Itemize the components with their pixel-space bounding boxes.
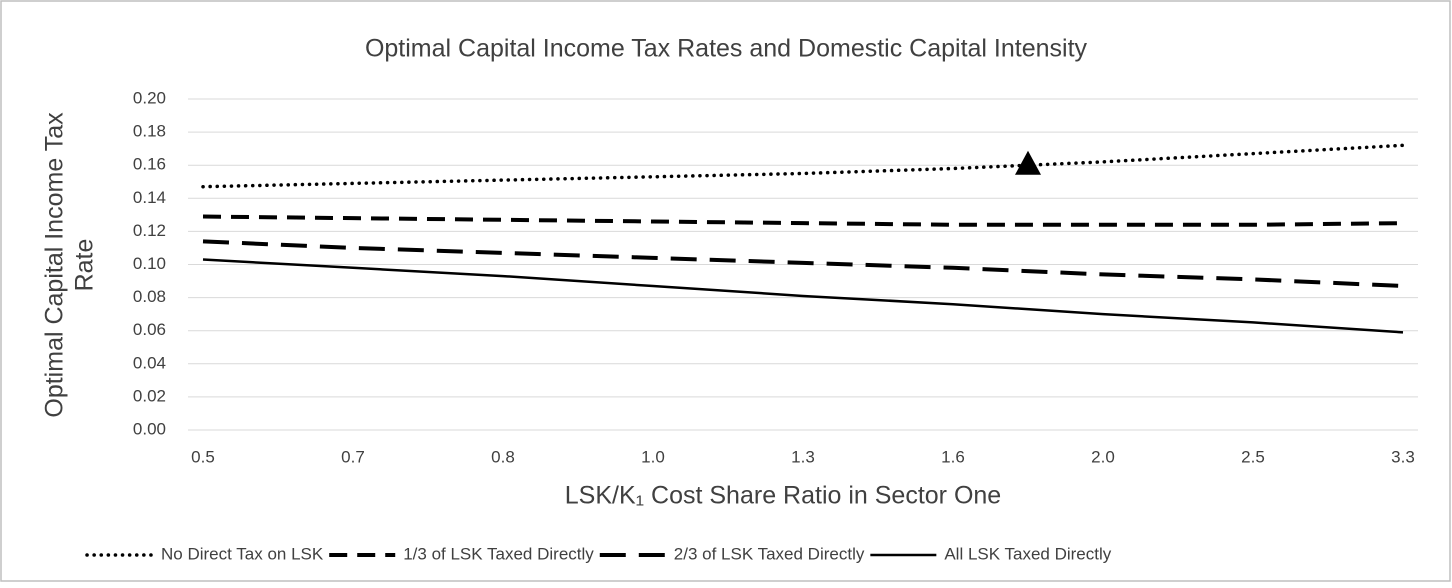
y-tick-label: 0.06 (133, 320, 166, 339)
x-tick-label: 3.3 (1391, 447, 1415, 466)
line-series (201, 143, 1405, 189)
line-series (202, 239, 1404, 289)
x-tick-label: 1.3 (791, 447, 815, 466)
x-tick-label: 1.0 (641, 447, 665, 466)
x-tick-label: 2.0 (1091, 447, 1115, 466)
line-series (202, 214, 1404, 227)
y-tick-label: 0.16 (133, 155, 166, 174)
y-axis-label-line: Rate (71, 239, 99, 292)
x-axis-label: LSK/K₁ Cost Share Ratio in Sector One (565, 482, 1001, 510)
y-tick-label: 0.20 (133, 88, 166, 107)
y-tick-label: 0.18 (133, 122, 166, 141)
x-tick-label: 2.5 (1241, 447, 1265, 466)
y-tick-label: 0.08 (133, 287, 166, 306)
x-tick-label: 0.7 (341, 447, 365, 466)
x-tick-label: 1.6 (941, 447, 965, 466)
chart-title: Optimal Capital Income Tax Rates and Dom… (365, 35, 1088, 63)
y-tick-label: 0.10 (133, 254, 166, 273)
legend-label: 2/3 of LSK Taxed Directly (674, 544, 865, 563)
y-tick-label: 0.12 (133, 221, 166, 240)
line-series (202, 258, 1404, 334)
legend-label: 1/3 of LSK Taxed Directly (403, 544, 594, 563)
y-tick-label: 0.02 (133, 386, 166, 405)
y-tick-label: 0.04 (133, 353, 166, 372)
y-axis-label-line: Optimal Capital Income Tax (41, 112, 69, 418)
x-tick-label: 0.5 (191, 447, 215, 466)
x-tick-label: 0.8 (491, 447, 515, 466)
y-tick-label: 0.14 (133, 188, 166, 207)
y-tick-label: 0.00 (133, 419, 166, 438)
legend-label: All LSK Taxed Directly (944, 544, 1111, 563)
y-axis-label: Optimal Capital Income Tax Rate (41, 112, 99, 418)
legend-label: No Direct Tax on LSK (161, 544, 324, 563)
marker-triangle (1015, 150, 1041, 175)
